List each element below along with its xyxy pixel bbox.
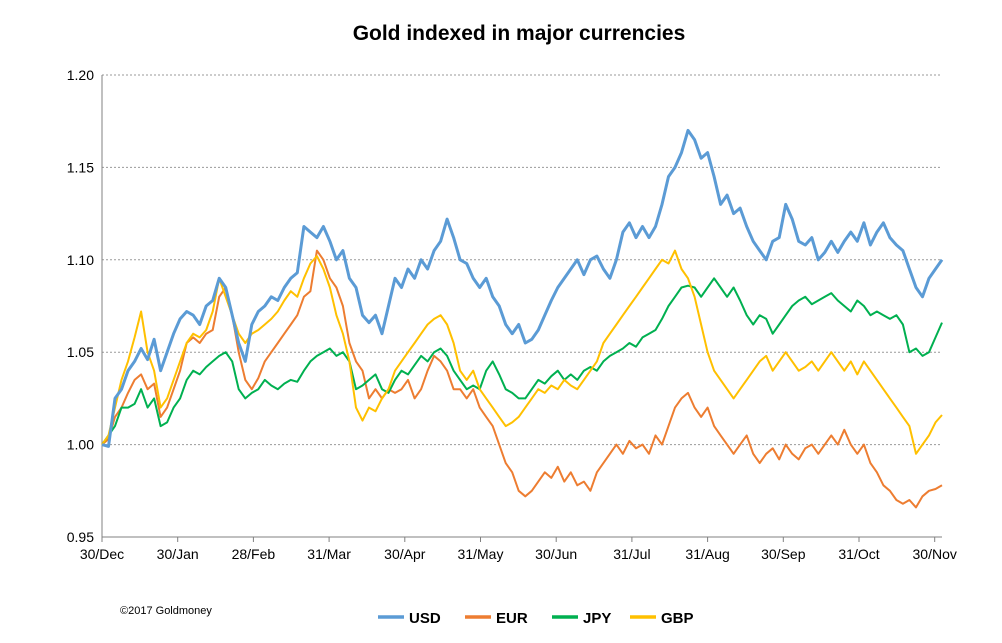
x-axis-ticks: 30/Dec 30/Jan 28/Feb 31/Mar 30/Apr 31/May 30/J… (80, 537, 957, 562)
x-tick-label: 31/Jul (613, 546, 650, 562)
x-tick-label: 30/Nov (913, 546, 957, 562)
x-tick-label: 30/Jan (157, 546, 199, 562)
legend-label-jpy: JPY (583, 610, 611, 627)
x-tick-label: 31/May (458, 546, 504, 562)
legend-label-usd: USD (409, 610, 441, 627)
x-tick-label: 30/Sep (761, 546, 806, 562)
y-tick-label: 1.15 (67, 159, 94, 175)
legend: USD EUR JPY GBP (378, 610, 694, 627)
x-tick-label: 31/Aug (685, 546, 729, 562)
x-tick-label: 30/Dec (80, 546, 124, 562)
chart-title: Gold indexed in major currencies (353, 22, 686, 45)
legend-label-gbp: GBP (661, 610, 694, 627)
x-tick-label: 30/Jun (535, 546, 577, 562)
x-tick-label: 30/Apr (384, 546, 426, 562)
y-tick-label: 1.10 (67, 252, 94, 268)
y-tick-label: 1.20 (67, 67, 94, 83)
gridlines (102, 74, 942, 446)
y-axis-ticks: 1.20 1.15 1.10 1.05 1.00 0.95 (67, 67, 94, 545)
series-line-eur (101, 249, 943, 509)
legend-label-eur: EUR (496, 610, 528, 627)
y-tick-label: 1.00 (67, 437, 94, 453)
series-line-usd (101, 128, 944, 448)
x-tick-label: 31/Oct (838, 546, 879, 562)
copyright-text: ©2017 Goldmoney (120, 605, 212, 617)
axes (101, 75, 942, 538)
x-tick-label: 31/Mar (307, 546, 351, 562)
y-tick-label: 1.05 (67, 344, 94, 360)
y-tick-label: 0.95 (67, 529, 94, 545)
x-tick-label: 28/Feb (232, 546, 276, 562)
series-lines (101, 128, 944, 509)
series-line-gbp (101, 249, 943, 455)
series-line-jpy (101, 277, 943, 446)
